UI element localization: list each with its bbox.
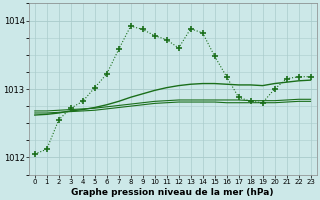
X-axis label: Graphe pression niveau de la mer (hPa): Graphe pression niveau de la mer (hPa) bbox=[71, 188, 274, 197]
